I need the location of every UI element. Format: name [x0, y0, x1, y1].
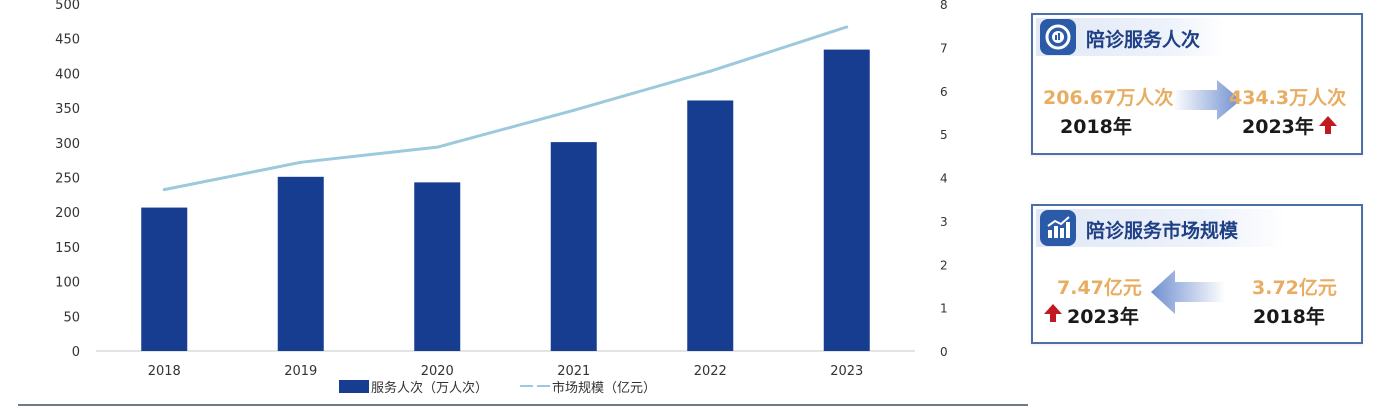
bars-group — [141, 49, 870, 352]
x-axis-ticks: 2018 2019 2020 2021 2022 2023 — [148, 364, 864, 379]
bar-2019 — [277, 176, 324, 351]
x-tick-label: 2021 — [557, 364, 590, 379]
bar-2023 — [823, 49, 870, 352]
left-tick-label: 250 — [55, 172, 80, 187]
right-tick-label: 0 — [940, 345, 948, 359]
left-tick-label: 450 — [55, 33, 80, 48]
right-tick-label: 7 — [940, 41, 948, 55]
target-icon — [1040, 19, 1076, 55]
bar-2018 — [141, 207, 188, 351]
left-tick-label: 350 — [55, 102, 80, 117]
line-point-2018 — [162, 188, 166, 192]
line-series-group — [162, 25, 849, 192]
line-point-2022 — [708, 69, 712, 73]
card-header: 陪诊服务市场规模 — [1036, 209, 1286, 247]
market-size-card: 陪诊服务市场规模 7.47亿元 2023年 3.72亿元 2018年 — [1031, 204, 1363, 344]
market-size-line — [163, 25, 848, 192]
right-tick-label: 5 — [940, 128, 948, 142]
left-tick-label: 150 — [55, 241, 80, 256]
x-tick-label: 2019 — [284, 364, 317, 379]
card-title: 陪诊服务市场规模 — [1086, 220, 1239, 242]
left-axis-ticks: 0 50 100 150 200 250 300 350 400 450 500 — [55, 0, 80, 360]
legend: 服务人次（万人次） 市场规模（亿元） — [339, 380, 656, 396]
line-point-2020 — [435, 145, 439, 149]
value-2023: 434.3万人次 — [1229, 87, 1347, 109]
left-tick-label: 0 — [72, 345, 80, 360]
value-2023: 7.47亿元 — [1057, 277, 1142, 299]
right-axis-ticks: 0 1 2 3 4 5 6 7 8 — [940, 0, 948, 359]
line-point-2021 — [572, 108, 576, 112]
value-2018: 3.72亿元 — [1252, 277, 1337, 299]
left-tick-label: 500 — [55, 0, 80, 13]
red-up-arrow-icon — [1319, 116, 1337, 134]
year-2018: 2018年 — [1060, 116, 1132, 138]
bar-2021 — [550, 142, 597, 351]
legend-line-label: 市场规模（亿元） — [552, 380, 656, 396]
bar-2022 — [687, 100, 734, 351]
right-tick-label: 2 — [940, 258, 948, 272]
x-tick-label: 2018 — [148, 364, 181, 379]
line-point-2023 — [845, 25, 849, 29]
bar-trend-icon — [1040, 210, 1076, 246]
x-tick-label: 2022 — [694, 364, 727, 379]
right-tick-label: 4 — [940, 172, 948, 186]
value-2018: 206.67万人次 — [1043, 87, 1174, 109]
gradient-arrow-left — [1151, 270, 1225, 314]
card-header: 陪诊服务人次 — [1036, 18, 1226, 56]
year-2018: 2018年 — [1253, 306, 1325, 328]
right-tick-label: 3 — [940, 215, 948, 229]
left-tick-label: 100 — [55, 276, 80, 291]
year-2023: 2023年 — [1067, 306, 1139, 328]
left-tick-label: 50 — [63, 310, 80, 325]
left-tick-label: 200 — [55, 206, 80, 221]
red-up-arrow-icon — [1044, 304, 1062, 322]
right-tick-label: 6 — [940, 85, 948, 99]
x-tick-label: 2023 — [830, 364, 863, 379]
right-tick-label: 1 — [940, 302, 948, 316]
year-2023: 2023年 — [1242, 116, 1314, 138]
right-tick-label: 8 — [940, 0, 948, 12]
line-point-2019 — [299, 160, 303, 164]
x-tick-label: 2020 — [421, 364, 454, 379]
card-title: 陪诊服务人次 — [1086, 29, 1201, 51]
gradient-arrow-right — [1173, 80, 1241, 120]
bar-2020 — [414, 182, 461, 351]
legend-bar-swatch — [339, 380, 369, 393]
left-tick-label: 300 — [55, 137, 80, 152]
legend-bar-label: 服务人次（万人次） — [371, 380, 488, 396]
service-visits-card: 陪诊服务人次 206.67万人次 2018年 434.3万人次 2023年 — [1031, 13, 1363, 155]
left-tick-label: 400 — [55, 67, 80, 82]
bottom-divider — [18, 404, 1028, 406]
chart: 0 50 100 150 200 250 300 350 400 450 500 0 1 2 3 4 5 6 7 8… — [55, 0, 948, 396]
